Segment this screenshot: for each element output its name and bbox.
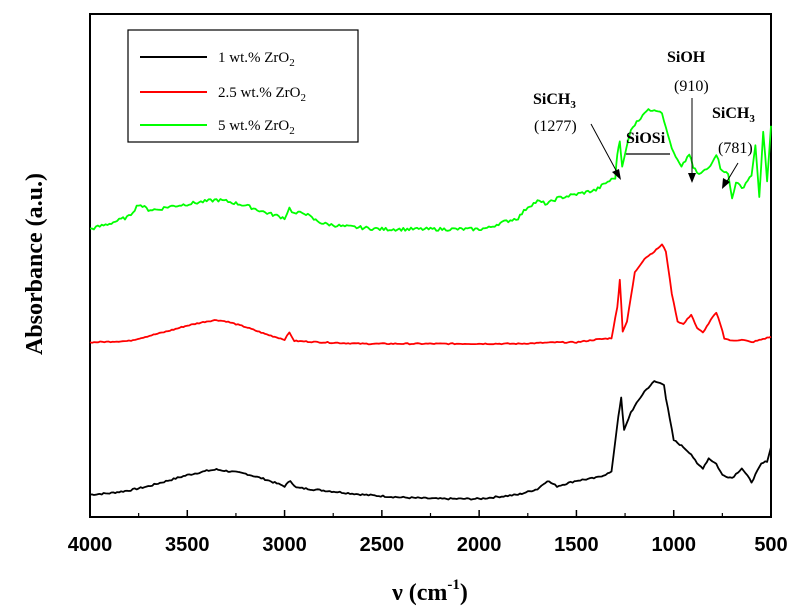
annotation-sich3-781-label-sub: 3 bbox=[749, 113, 755, 125]
series-line-2 bbox=[90, 108, 772, 232]
x-tick-label: 1000 bbox=[651, 534, 696, 556]
annotation-sich3-1277-value: (1277) bbox=[534, 118, 577, 135]
annotation-arrow-1277 bbox=[590, 123, 619, 175]
legend-label-1: 2.5 wt.% ZrO2 bbox=[218, 85, 306, 104]
annotation-sich3-1277-label-sub: 3 bbox=[570, 99, 576, 111]
x-tick-label: 3500 bbox=[165, 534, 210, 556]
annotations: SiCH3 (1277) SiOSi SiOH (910) SiCH3 (781… bbox=[533, 49, 755, 189]
x-tick-label: 3000 bbox=[262, 534, 307, 556]
annotation-sich3-781-value: (781) bbox=[718, 140, 753, 157]
legend-label-2: 5 wt.% ZrO2 bbox=[218, 118, 295, 137]
x-axis-title-sup: -1 bbox=[447, 577, 460, 593]
legend-box bbox=[127, 29, 359, 143]
x-tick-label: 1500 bbox=[554, 534, 599, 556]
x-axis-title-main: ν (cm bbox=[391, 580, 447, 606]
legend-label-1-sub: 2 bbox=[301, 92, 307, 104]
annotation-sioh-label: SiOH bbox=[667, 49, 706, 66]
x-axis: 4000 3500 3000 2500 2000 1500 1000 500 bbox=[68, 510, 788, 556]
legend-label-1-text: 2.5 wt.% ZrO bbox=[218, 85, 301, 101]
series-layer bbox=[89, 108, 772, 501]
annotation-sioh-value: (910) bbox=[674, 78, 709, 95]
annotation-sich3-1277-label: SiCH3 bbox=[533, 91, 576, 111]
annotation-arrowhead-1277 bbox=[612, 169, 621, 180]
annotation-arrow-781 bbox=[725, 162, 739, 184]
annotation-arrowhead-910 bbox=[688, 173, 696, 183]
legend: 1 wt.% ZrO2 2.5 wt.% ZrO2 5 wt.% ZrO2 bbox=[127, 29, 359, 143]
x-tick-label: 2500 bbox=[360, 534, 405, 556]
x-axis-title-close: ) bbox=[460, 580, 468, 606]
legend-label-0-sub: 2 bbox=[289, 57, 295, 69]
legend-label-0-text: 1 wt.% ZrO bbox=[218, 50, 289, 66]
legend-label-2-sub: 2 bbox=[289, 125, 295, 137]
x-axis-title: ν (cm-1) bbox=[391, 577, 468, 606]
annotation-sich3-781-label-text: SiCH bbox=[712, 105, 750, 122]
series-line-1 bbox=[89, 243, 772, 346]
annotation-sich3-1277-label-text: SiCH bbox=[533, 91, 571, 108]
x-tick-label: 2000 bbox=[457, 534, 502, 556]
series-line-0 bbox=[89, 380, 772, 501]
x-tick-label: 500 bbox=[754, 534, 787, 556]
legend-label-2-text: 5 wt.% ZrO bbox=[218, 118, 289, 134]
legend-label-0: 1 wt.% ZrO2 bbox=[218, 50, 295, 69]
x-tick-label: 4000 bbox=[68, 534, 113, 556]
annotation-arrowhead-781 bbox=[722, 178, 730, 189]
y-axis-title: Absorbance (a.u.) bbox=[22, 173, 48, 355]
annotation-siosi-label: SiOSi bbox=[626, 130, 666, 147]
annotation-sich3-781-label: SiCH3 bbox=[712, 105, 755, 125]
